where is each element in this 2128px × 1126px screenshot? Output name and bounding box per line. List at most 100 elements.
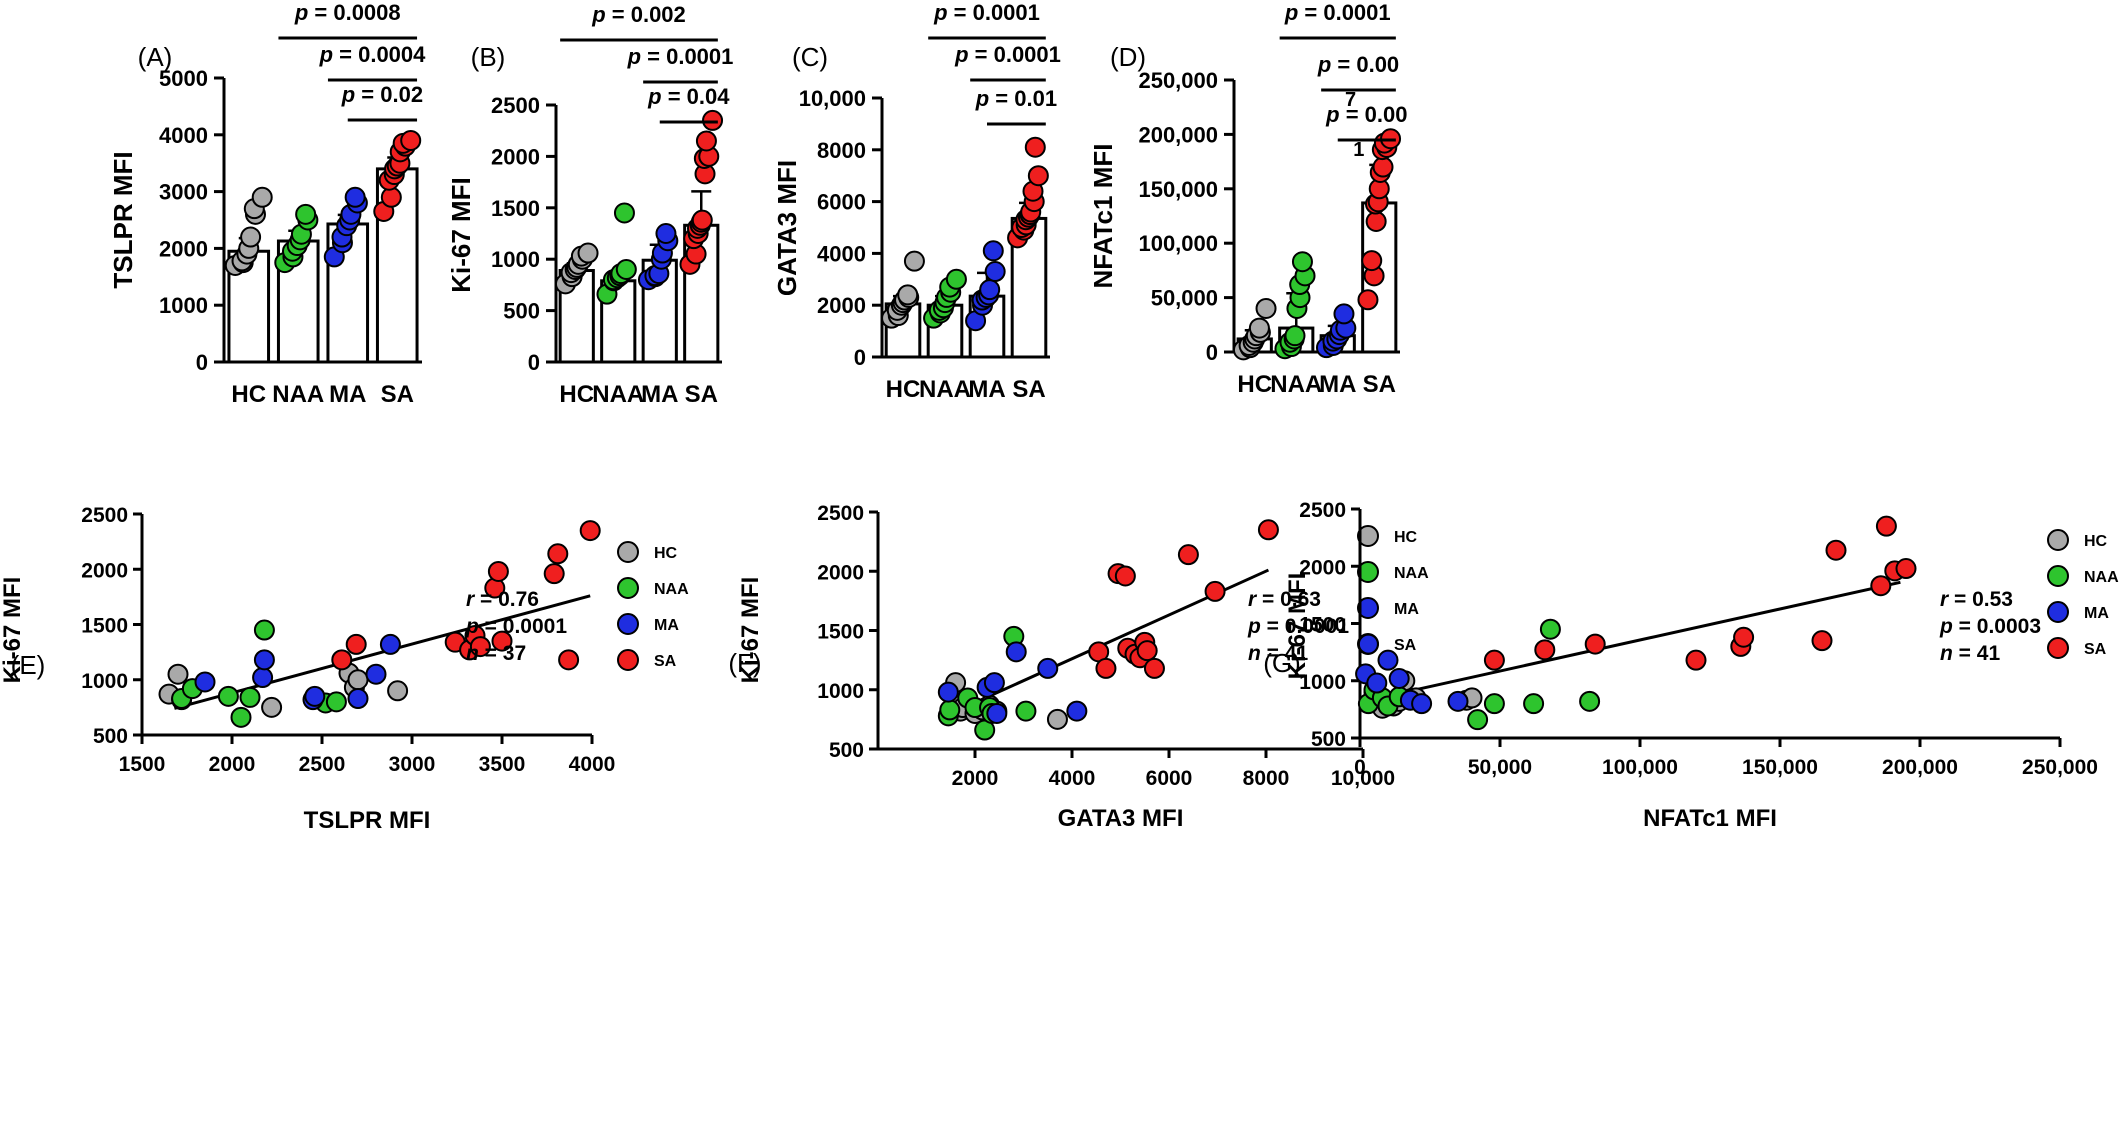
data-point-naa xyxy=(615,258,637,280)
stat-p: p = 0.0003 xyxy=(1939,615,2041,638)
data-point-ma xyxy=(253,649,275,671)
legend-marker-ma xyxy=(1357,597,1379,619)
stat-n: n = 41 xyxy=(1248,642,1308,665)
x-tick-label: MA xyxy=(329,381,366,408)
data-point-hc xyxy=(897,284,919,306)
data-point-sa xyxy=(1095,657,1117,679)
legend-marker-hc xyxy=(617,541,639,563)
x-tick-label: 10,000 xyxy=(1331,767,1395,790)
data-point-naa xyxy=(1284,325,1306,347)
data-point-ma xyxy=(937,681,959,703)
p-value-label: p = 0.0001 xyxy=(954,42,1061,67)
x-tick-label: 6000 xyxy=(1146,767,1193,790)
data-point-naa xyxy=(239,686,261,708)
data-point-naa xyxy=(253,619,275,641)
scatter-panel-e: (E) 500 1000 1500 2000 2500 1500 2000 2500 3000 35… xyxy=(0,504,689,834)
y-tick-label: 150,000 xyxy=(1138,177,1218,202)
data-point-ma xyxy=(655,223,677,244)
stat-r: r = 0.53 xyxy=(1940,588,2013,611)
y-tick-label: 200,000 xyxy=(1138,122,1218,147)
scatter-panel-g: (G) 500 1000 1500 2000 2500 0 50,000 100,000 150,… xyxy=(1263,499,2119,832)
y-tick-label: 2000 xyxy=(491,144,540,169)
y-tick-label: 2000 xyxy=(81,559,128,582)
data-point-sa xyxy=(1357,289,1379,311)
legend-label: HC xyxy=(1394,529,1418,546)
y-axis-label: NFATc1 MFI xyxy=(1088,144,1118,289)
y-tick-label: 2000 xyxy=(159,236,208,261)
data-point-ma xyxy=(1037,657,1059,679)
data-point-naa xyxy=(1539,618,1561,640)
x-tick-label: HC xyxy=(231,381,266,408)
data-point-sa xyxy=(558,649,580,671)
data-point-sa xyxy=(1136,640,1158,662)
y-tick-label: 3000 xyxy=(159,180,208,205)
data-point-hc xyxy=(387,680,409,702)
data-point-naa xyxy=(1483,693,1505,715)
data-point-sa xyxy=(543,563,565,585)
y-tick-label: 4000 xyxy=(817,241,866,266)
y-tick-label: 500 xyxy=(503,299,540,324)
data-point-naa xyxy=(939,699,961,721)
y-tick-label: 2000 xyxy=(1299,556,1346,579)
y-tick-label: 4000 xyxy=(159,123,208,148)
panel-label: (F) xyxy=(728,648,761,678)
data-point-sa xyxy=(1257,519,1279,541)
stat-n: n = 41 xyxy=(1940,642,2000,665)
x-tick-label: NAA xyxy=(919,376,971,403)
data-point-ma xyxy=(982,240,1004,262)
y-tick-label: 0 xyxy=(854,345,866,370)
data-point-sa xyxy=(400,129,422,151)
x-tick-label: 2000 xyxy=(209,753,256,776)
data-point-naa xyxy=(217,685,239,707)
data-point-sa xyxy=(1361,250,1383,272)
data-point-sa xyxy=(547,543,569,565)
p-value-label: p = 0.02 xyxy=(341,82,423,107)
legend-marker-naa xyxy=(1357,561,1379,583)
data-point-ma xyxy=(979,279,1001,301)
data-point-naa xyxy=(230,706,252,728)
x-tick-label: HC xyxy=(886,376,921,403)
legend-marker-sa xyxy=(617,649,639,671)
data-point-sa xyxy=(487,560,509,582)
y-tick-label: 0 xyxy=(528,350,540,375)
y-tick-label: 2500 xyxy=(491,93,540,118)
data-point-hc xyxy=(903,250,925,272)
data-point-hc xyxy=(1046,708,1068,730)
y-tick-label: 500 xyxy=(829,739,864,762)
y-tick-label: 500 xyxy=(1311,728,1346,751)
data-point-naa xyxy=(1523,693,1545,715)
x-tick-label: MA xyxy=(1319,371,1356,398)
y-tick-label: 8000 xyxy=(817,138,866,163)
data-point-naa xyxy=(295,203,317,225)
y-tick-label: 1000 xyxy=(159,293,208,318)
data-point-naa xyxy=(1579,690,1601,712)
data-point-ma xyxy=(344,186,366,208)
x-tick-label: 1500 xyxy=(119,753,166,776)
data-point-ma xyxy=(304,685,326,707)
data-point-sa xyxy=(1534,639,1556,661)
y-tick-label: 100,000 xyxy=(1138,231,1218,256)
x-axis-label: NFATc1 MFI xyxy=(1643,805,1777,832)
x-tick-label: NAA xyxy=(1270,371,1322,398)
y-axis-label: Ki-67 MFI xyxy=(446,177,476,293)
stat-p: p = 0.0001 xyxy=(465,615,567,638)
x-tick-label: 100,000 xyxy=(1602,756,1678,779)
data-point-sa xyxy=(1204,580,1226,602)
x-tick-label: 150,000 xyxy=(1742,756,1818,779)
data-point-sa xyxy=(1027,165,1049,187)
data-point-ma xyxy=(347,688,369,710)
x-tick-label: 50,000 xyxy=(1468,756,1532,779)
data-point-sa xyxy=(1024,136,1046,158)
legend-marker-ma xyxy=(617,613,639,635)
x-tick-label: SA xyxy=(685,381,718,408)
y-tick-label: 0 xyxy=(1206,340,1218,365)
p-value-label: p = 0.00 xyxy=(1317,52,1399,77)
data-point-sa xyxy=(1825,539,1847,561)
x-tick-label: MA xyxy=(641,381,678,408)
x-tick-label: SA xyxy=(381,381,414,408)
legend-marker-naa xyxy=(617,577,639,599)
p-value-label: p = 0.04 xyxy=(647,84,730,109)
legend-marker-ma xyxy=(2047,601,2069,623)
x-tick-label: 2000 xyxy=(952,767,999,790)
